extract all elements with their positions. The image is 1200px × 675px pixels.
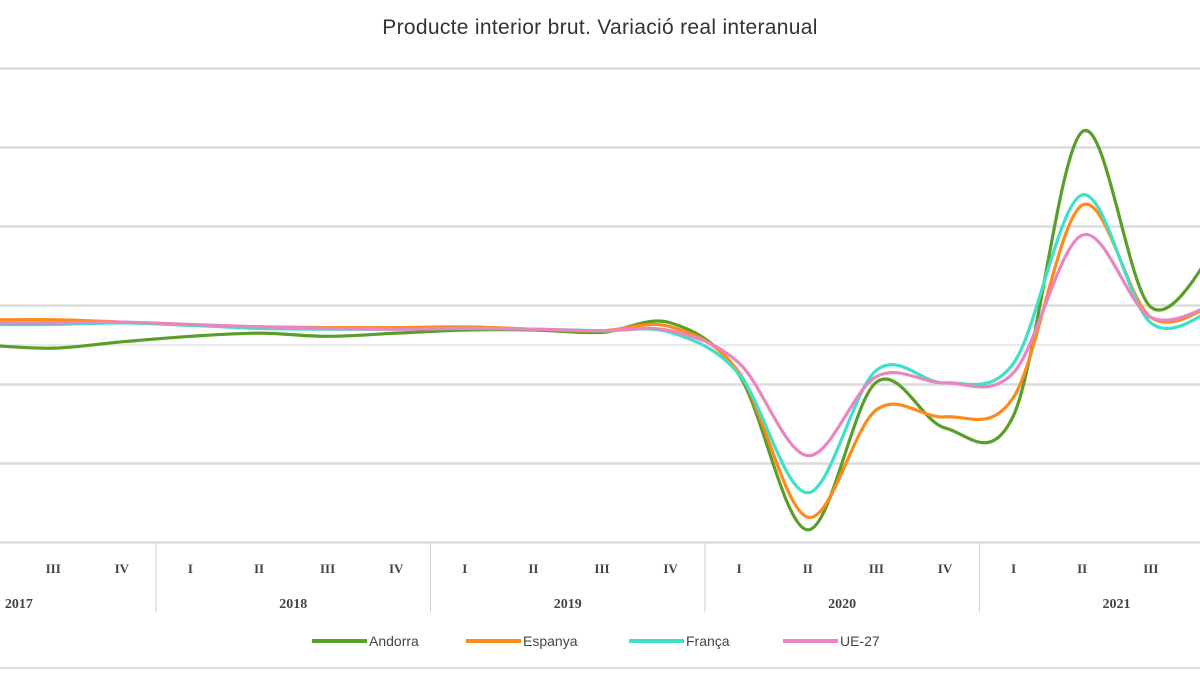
x-year-label: 2019 — [554, 597, 582, 612]
x-tick-label: I — [462, 561, 467, 576]
x-tick-label: III — [320, 561, 335, 576]
x-tick-label: II — [254, 561, 264, 576]
x-tick-label: II — [528, 561, 538, 576]
x-tick-label: IV — [663, 561, 678, 576]
x-year-label: 2021 — [1103, 597, 1131, 612]
legend-label: Espanya — [523, 633, 578, 649]
x-tick-label: III — [46, 561, 61, 576]
x-tick-label: II — [803, 561, 813, 576]
legend-label: França — [686, 633, 730, 649]
x-tick-label: I — [188, 561, 193, 576]
x-tick-label: II — [1077, 561, 1087, 576]
x-tick-label: I — [1011, 561, 1016, 576]
x-tick-label: III — [869, 561, 884, 576]
x-tick-label: IV — [115, 561, 130, 576]
x-tick-label: IV — [389, 561, 404, 576]
x-year-label: 2020 — [828, 597, 856, 612]
chart-title: Producte interior brut. Variació real in… — [382, 16, 818, 39]
x-tick-label: I — [737, 561, 742, 576]
x-tick-label: III — [1143, 561, 1158, 576]
series-line-andorra — [0, 128, 1200, 532]
x-year-label: 2017 — [5, 597, 33, 612]
series-line-ue-27 — [0, 233, 1200, 458]
x-tick-label: IV — [938, 561, 953, 576]
x-tick-label: III — [594, 561, 609, 576]
legend-label: Andorra — [369, 633, 419, 649]
series-line-frança — [0, 193, 1200, 495]
legend-label: UE-27 — [840, 633, 880, 649]
x-year-label: 2018 — [279, 597, 307, 612]
